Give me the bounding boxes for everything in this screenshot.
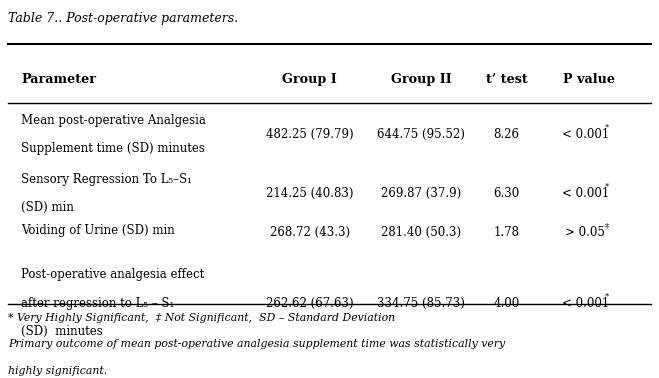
Text: 281.40 (50.3): 281.40 (50.3) xyxy=(382,226,461,239)
Text: 6.30: 6.30 xyxy=(494,187,520,200)
Text: 262.62 (67.63): 262.62 (67.63) xyxy=(266,297,354,310)
Text: Table 7.. Post-operative parameters.: Table 7.. Post-operative parameters. xyxy=(8,12,238,25)
Text: < 0.001: < 0.001 xyxy=(562,128,609,141)
Text: 214.25 (40.83): 214.25 (40.83) xyxy=(266,187,354,200)
Text: t’ test: t’ test xyxy=(486,73,528,86)
Text: > 0.05: > 0.05 xyxy=(565,226,606,239)
Text: 644.75 (95.52): 644.75 (95.52) xyxy=(378,128,465,141)
Text: *: * xyxy=(605,124,609,132)
Text: highly significant.: highly significant. xyxy=(8,366,107,376)
Text: * Very Highly Significant,  ‡ Not Significant,  SD – Standard Deviation: * Very Highly Significant, ‡ Not Signifi… xyxy=(8,313,395,323)
Text: 334.75 (85.73): 334.75 (85.73) xyxy=(378,297,465,310)
Text: Supplement time (SD) minutes: Supplement time (SD) minutes xyxy=(21,142,205,155)
Text: 1.78: 1.78 xyxy=(494,226,520,239)
Text: after regression to L₅ – S₁: after regression to L₅ – S₁ xyxy=(21,297,175,310)
Text: 8.26: 8.26 xyxy=(494,128,520,141)
Text: (SD) min: (SD) min xyxy=(21,201,74,214)
Text: Primary outcome of mean post-operative analgesia supplement time was statistical: Primary outcome of mean post-operative a… xyxy=(8,339,505,349)
Text: Voiding of Urine (SD) min: Voiding of Urine (SD) min xyxy=(21,224,175,237)
Text: Parameter: Parameter xyxy=(21,73,96,86)
Text: P value: P value xyxy=(563,73,615,86)
Text: < 0.001: < 0.001 xyxy=(562,297,609,310)
Text: *: * xyxy=(605,293,609,301)
Text: Mean post-operative Analgesia: Mean post-operative Analgesia xyxy=(21,114,206,127)
Text: Group II: Group II xyxy=(391,73,452,86)
Text: 482.25 (79.79): 482.25 (79.79) xyxy=(266,128,354,141)
Text: 4.00: 4.00 xyxy=(494,297,520,310)
Text: ‡: ‡ xyxy=(605,222,609,230)
Text: 269.87 (37.9): 269.87 (37.9) xyxy=(382,187,461,200)
Text: *: * xyxy=(605,183,609,191)
Text: 268.72 (43.3): 268.72 (43.3) xyxy=(270,226,350,239)
Text: Group I: Group I xyxy=(283,73,337,86)
Text: Sensory Regression To L₅–S₁: Sensory Regression To L₅–S₁ xyxy=(21,173,192,186)
Text: (SD)  minutes: (SD) minutes xyxy=(21,325,103,338)
Text: < 0.001: < 0.001 xyxy=(562,187,609,200)
Text: Post-operative analgesia effect: Post-operative analgesia effect xyxy=(21,268,204,282)
